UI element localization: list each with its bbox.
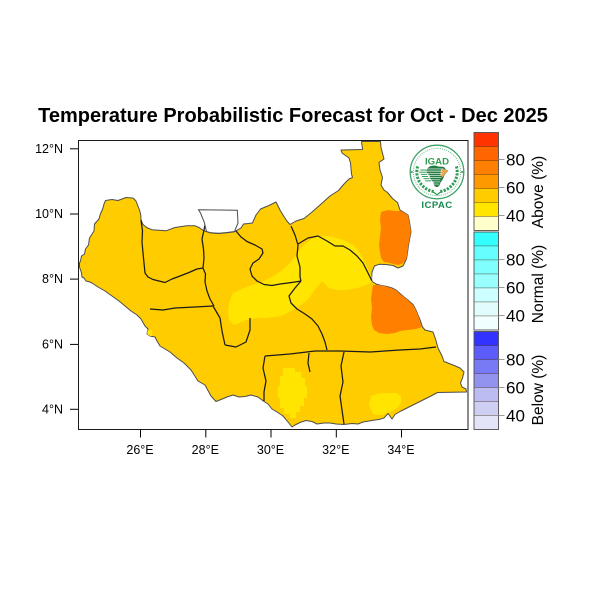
svg-text:IGAD: IGAD [425,157,449,168]
svg-text:34°E: 34°E [387,443,414,457]
svg-text:26°E: 26°E [126,443,153,457]
svg-text:8°N: 8°N [42,272,63,286]
svg-text:6°N: 6°N [42,338,63,352]
svg-text:60: 60 [506,179,525,198]
svg-text:10°N: 10°N [35,207,63,221]
svg-text:28°E: 28°E [192,443,219,457]
svg-text:40: 40 [506,407,525,426]
svg-text:Temperature Probabilistic Fore: Temperature Probabilistic Forecast for O… [38,105,548,127]
svg-text:80: 80 [506,151,525,170]
svg-text:40: 40 [506,207,525,226]
svg-text:Below (%): Below (%) [530,355,547,426]
svg-text:30°E: 30°E [257,443,284,457]
svg-text:32°E: 32°E [322,443,349,457]
svg-text:60: 60 [506,279,525,298]
svg-text:80: 80 [506,351,525,370]
svg-text:80: 80 [506,251,525,270]
svg-text:60: 60 [506,379,525,398]
svg-text:Above (%): Above (%) [530,156,547,228]
svg-text:ICPAC: ICPAC [421,200,452,211]
svg-text:4°N: 4°N [42,402,63,416]
svg-text:40: 40 [506,307,525,326]
svg-text:12°N: 12°N [35,142,63,156]
svg-text:Normal (%): Normal (%) [530,245,547,323]
